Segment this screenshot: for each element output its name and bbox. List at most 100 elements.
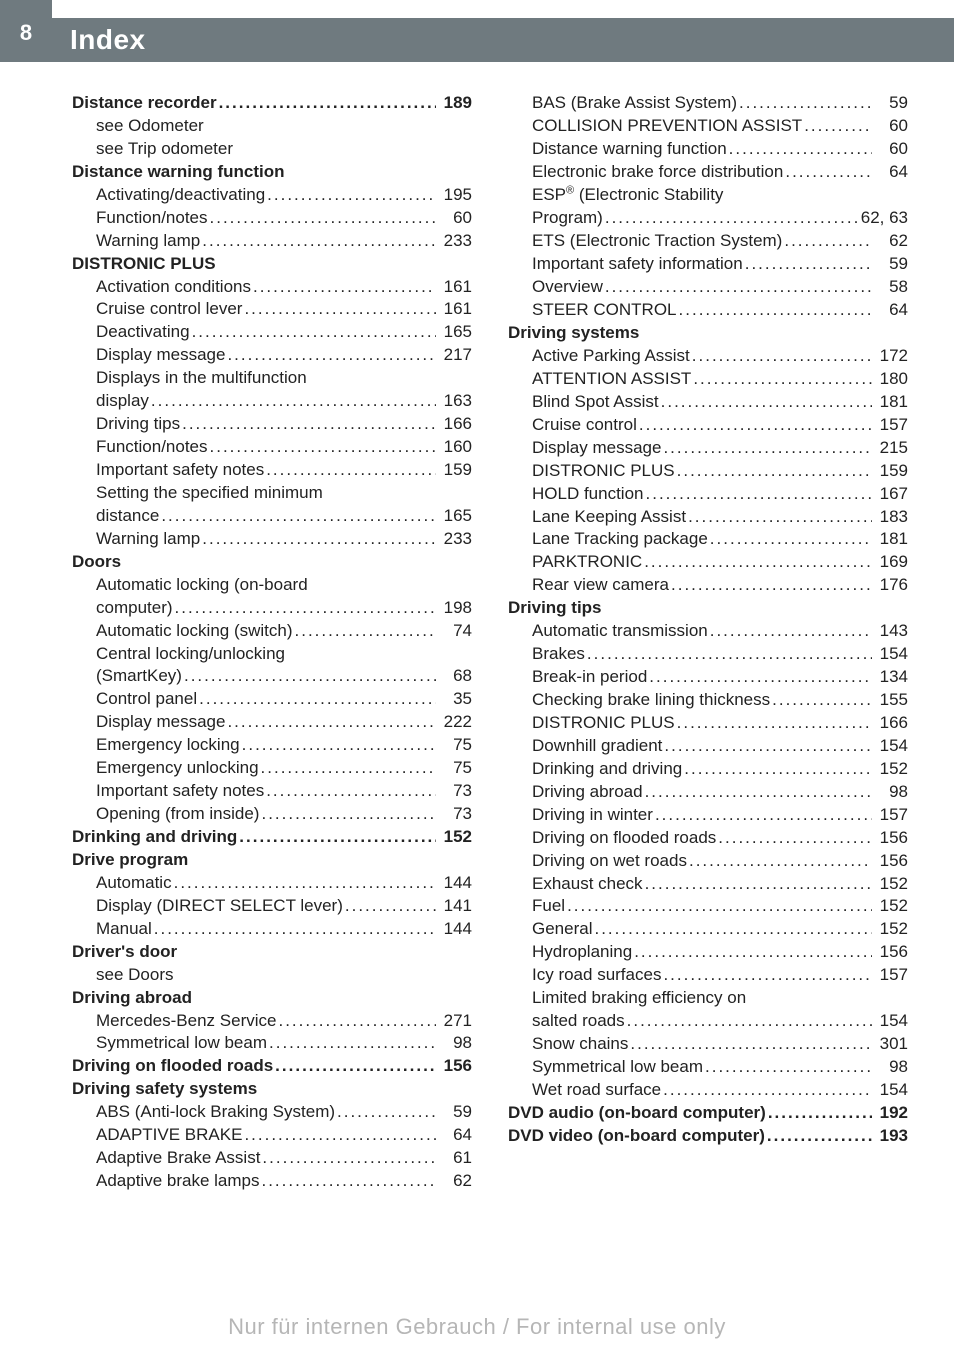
index-entry: Important safety notes73 — [72, 780, 472, 803]
leader-dots — [661, 437, 872, 460]
index-entry: Exhaust check152 — [508, 873, 908, 896]
index-label: Driving systems — [508, 323, 639, 342]
index-page-ref: 75 — [436, 757, 472, 780]
leader-dots — [264, 780, 436, 803]
index-entry: Distance warning function — [72, 161, 472, 184]
index-column-right: BAS (Brake Assist System)59COLLISION PRE… — [508, 92, 908, 1193]
index-entry: ADAPTIVE BRAKE64 — [72, 1124, 472, 1147]
index-label: Mercedes-Benz Service — [96, 1010, 276, 1033]
index-label: Display message — [532, 437, 661, 460]
index-entry: Drinking and driving152 — [72, 826, 472, 849]
index-entry: Symmetrical low beam98 — [508, 1056, 908, 1079]
index-entry: Display message217 — [72, 344, 472, 367]
leader-dots — [259, 1170, 436, 1193]
leader-dots — [208, 436, 436, 459]
index-page-ref: 152 — [436, 826, 472, 849]
index-label: Automatic transmission — [532, 620, 708, 643]
index-page-ref: 64 — [872, 299, 908, 322]
index-label: Opening (from inside) — [96, 803, 259, 826]
leader-dots — [743, 253, 872, 276]
index-label: Important safety notes — [96, 780, 264, 803]
leader-dots — [716, 827, 872, 850]
index-label: Automatic locking (on-board — [96, 575, 308, 594]
index-label: Warning lamp — [96, 230, 200, 253]
index-entry: BAS (Brake Assist System)59 — [508, 92, 908, 115]
leader-dots — [661, 1079, 872, 1102]
index-entry: Wet road surface154 — [508, 1079, 908, 1102]
index-entry: ETS (Electronic Traction System)62 — [508, 230, 908, 253]
index-label: Cruise control — [532, 414, 637, 437]
index-label: Lane Keeping Assist — [532, 506, 686, 529]
index-entry: Warning lamp233 — [72, 528, 472, 551]
index-page-ref: 154 — [872, 735, 908, 758]
index-page-ref: 195 — [436, 184, 472, 207]
index-entry: Automatic locking (switch)74 — [72, 620, 472, 643]
index-entry: General152 — [508, 918, 908, 941]
index-entry: ABS (Anti-lock Braking System)59 — [72, 1101, 472, 1124]
leader-dots — [276, 1010, 436, 1033]
index-label: DVD video (on-board computer) — [508, 1125, 765, 1148]
index-label: see Doors — [96, 965, 173, 984]
index-label: Important safety notes — [96, 459, 264, 482]
index-label: Deactivating — [96, 321, 190, 344]
index-label: distance — [96, 505, 159, 528]
leader-dots — [669, 574, 872, 597]
index-page-ref: 68 — [436, 665, 472, 688]
leader-dots — [260, 1147, 436, 1170]
index-page-ref: 64 — [436, 1124, 472, 1147]
leader-dots — [727, 138, 872, 161]
index-entry: Icy road surfaces157 — [508, 964, 908, 987]
index-label: Active Parking Assist — [532, 345, 690, 368]
index-label: Driving tips — [96, 413, 180, 436]
index-entry: Cruise control lever161 — [72, 298, 472, 321]
index-page-ref: 64 — [872, 161, 908, 184]
index-page-ref: 172 — [872, 345, 908, 368]
header-title: Index — [70, 24, 146, 56]
index-entry: Drinking and driving152 — [508, 758, 908, 781]
leader-dots — [691, 368, 872, 391]
index-label: Adaptive brake lamps — [96, 1170, 259, 1193]
index-page-ref: 154 — [872, 643, 908, 666]
index-page-ref: 154 — [872, 1079, 908, 1102]
index-label: Program) — [532, 207, 603, 230]
index-entry: ATTENTION ASSIST180 — [508, 368, 908, 391]
index-label: Electronic brake force distribution — [532, 161, 783, 184]
index-entry: Cruise control157 — [508, 414, 908, 437]
leader-dots — [149, 390, 436, 413]
index-entry: see Odometer — [72, 115, 472, 138]
index-label: Distance recorder — [72, 92, 217, 115]
index-entry: Driving on flooded roads156 — [508, 827, 908, 850]
index-page-ref: 192 — [872, 1102, 908, 1125]
index-page-ref: 169 — [872, 551, 908, 574]
index-entry: Lane Keeping Assist183 — [508, 506, 908, 529]
index-entry: Important safety information59 — [508, 253, 908, 276]
index-label: COLLISION PREVENTION ASSIST — [532, 115, 802, 138]
index-entry: PARKTRONIC169 — [508, 551, 908, 574]
index-entry: DVD audio (on-board computer)192 — [508, 1102, 908, 1125]
leader-dots — [603, 207, 857, 230]
index-entry: Brakes154 — [508, 643, 908, 666]
index-label: Automatic — [96, 872, 172, 895]
index-page-ref: 166 — [436, 413, 472, 436]
index-entry: Deactivating165 — [72, 321, 472, 344]
index-label: Distance warning function — [72, 162, 285, 181]
index-entry: HOLD function167 — [508, 483, 908, 506]
index-label: ETS (Electronic Traction System) — [532, 230, 782, 253]
index-label: Drinking and driving — [532, 758, 682, 781]
index-entry: Distance recorder189 — [72, 92, 472, 115]
index-page-ref: 152 — [872, 918, 908, 941]
index-label: Driving tips — [508, 598, 602, 617]
index-label: (SmartKey) — [96, 665, 182, 688]
index-label: Checking brake lining thickness — [532, 689, 770, 712]
index-entry: Setting the specified minimum — [72, 482, 472, 505]
index-label: Warning lamp — [96, 528, 200, 551]
index-entry: Driving on wet roads156 — [508, 850, 908, 873]
leader-dots — [737, 92, 872, 115]
index-entry: Driving tips 166 — [72, 413, 472, 436]
leader-dots — [643, 781, 872, 804]
index-label: Doors — [72, 552, 121, 571]
leader-dots — [251, 276, 436, 299]
index-entry: STEER CONTROL64 — [508, 299, 908, 322]
index-page-ref: 141 — [436, 895, 472, 918]
index-page-ref: 152 — [872, 873, 908, 896]
